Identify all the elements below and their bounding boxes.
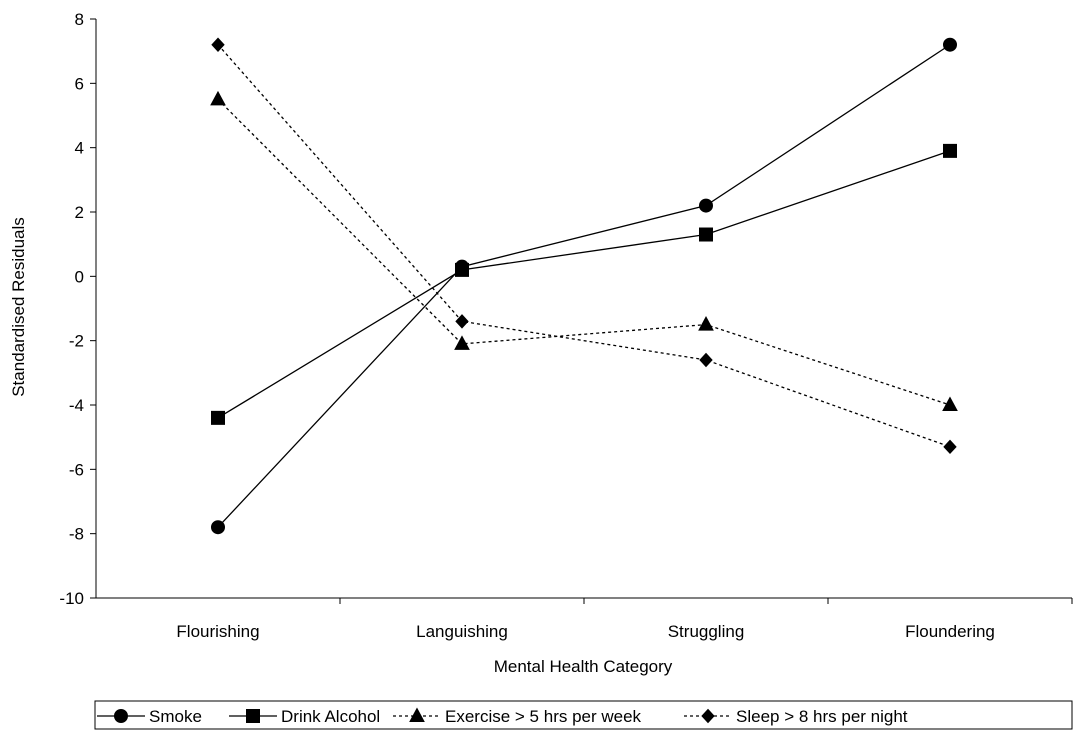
series-exercise-5-hrs-per-week <box>210 90 958 411</box>
data-point-smoke <box>211 520 225 535</box>
data-point-sleep-8-hrs-per-night <box>211 37 225 52</box>
series-sleep-8-hrs-per-night <box>211 37 957 455</box>
series-line-drink-alcohol <box>217 150 951 419</box>
data-point-drink-alcohol <box>943 143 957 158</box>
series-smoke <box>211 37 957 535</box>
legend-item-drink-alcohol: Drink Alcohol <box>229 707 380 726</box>
data-point-drink-alcohol <box>699 227 713 242</box>
x-axis-title: Mental Health Category <box>494 657 673 676</box>
legend-label: Smoke <box>149 707 202 726</box>
axes <box>95 19 1072 599</box>
y-tick-label: -8 <box>69 525 84 544</box>
legend-label: Sleep > 8 hrs per night <box>736 707 908 726</box>
legend: Smoke Drink Alcohol Exercise > 5 hrs per w… <box>94 700 1073 730</box>
y-tick-label: 2 <box>75 203 84 222</box>
series-line-smoke <box>217 44 951 528</box>
legend-marker-smoke <box>114 709 128 723</box>
y-ticks: -10 -8 -6 -4 -2 0 2 4 6 8 <box>59 10 96 608</box>
y-tick-label: -4 <box>69 396 84 415</box>
x-ticks: Flourishing Languishing Struggling Flounder… <box>176 598 1073 641</box>
data-point-exercise-5-hrs-per-week <box>942 396 958 411</box>
data-point-sleep-8-hrs-per-night <box>455 314 469 329</box>
y-tick-label: -6 <box>69 460 84 479</box>
series-drink-alcohol <box>211 143 957 425</box>
x-tick-label: Flourishing <box>176 622 259 641</box>
legend-item-exercise-5-hrs-per-week: Exercise > 5 hrs per week <box>393 707 642 726</box>
y-tick-label: -10 <box>59 589 84 608</box>
data-point-drink-alcohol <box>455 262 469 277</box>
y-tick-label: -2 <box>69 332 84 351</box>
data-point-exercise-5-hrs-per-week <box>210 90 226 106</box>
legend-item-smoke: Smoke <box>97 707 202 726</box>
x-tick-label: Languishing <box>416 622 508 641</box>
y-tick-label: 0 <box>75 267 84 286</box>
data-point-sleep-8-hrs-per-night <box>699 352 713 368</box>
x-tick-label: Floundering <box>905 622 995 641</box>
y-tick-label: 6 <box>75 74 84 93</box>
y-axis-title: Standardised Residuals <box>9 217 28 397</box>
legend-marker-drink-alcohol <box>246 709 260 723</box>
legend-label: Exercise > 5 hrs per week <box>445 707 642 726</box>
y-tick-label: 4 <box>75 139 84 158</box>
data-point-smoke <box>943 37 957 52</box>
data-point-sleep-8-hrs-per-night <box>943 439 957 455</box>
legend-items: Smoke Drink Alcohol Exercise > 5 hrs per w… <box>97 707 908 726</box>
legend-item-sleep-8-hrs-per-night: Sleep > 8 hrs per night <box>684 707 908 726</box>
legend-label: Drink Alcohol <box>281 707 380 726</box>
data-point-drink-alcohol <box>211 410 225 425</box>
series <box>210 37 958 535</box>
data-point-exercise-5-hrs-per-week <box>698 316 714 331</box>
series-line-sleep-8-hrs-per-night <box>217 44 951 448</box>
data-point-smoke <box>699 198 713 213</box>
y-tick-label: 8 <box>75 10 84 29</box>
x-tick-label: Struggling <box>668 622 745 641</box>
data-point-exercise-5-hrs-per-week <box>454 335 470 350</box>
legend-marker-exercise-5-hrs-per-week <box>409 707 425 722</box>
legend-marker-sleep-8-hrs-per-night <box>701 708 715 724</box>
